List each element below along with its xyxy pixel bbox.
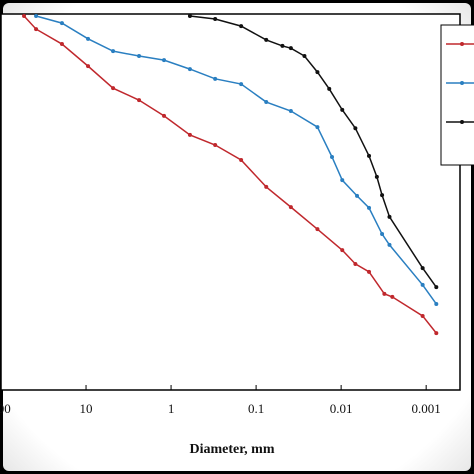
data-point [340,248,345,253]
data-point [22,14,27,18]
data-point [288,108,293,113]
series-line [35,15,437,305]
data-point [380,193,385,198]
legend-marker [460,81,464,85]
x-tick-label: 1 [168,401,175,416]
data-point [387,214,392,219]
data-point [264,184,269,189]
legend-marker [460,120,464,124]
data-point [367,269,372,274]
data-point [264,37,269,42]
data-point [288,205,293,210]
data-point [387,242,392,247]
data-point [59,42,64,47]
data-point [239,24,244,29]
data-point [390,294,395,299]
data-point [239,82,244,87]
legend-marker [460,42,464,46]
x-tick-label: 10 [80,401,93,416]
data-point [213,16,218,21]
data-point [213,76,218,81]
data-point [434,285,439,290]
data-point [187,67,192,72]
data-point [340,178,345,183]
data-point [137,54,142,59]
data-point [34,27,39,32]
plot-area [0,13,461,391]
data-point [315,125,320,130]
data-point [374,174,379,179]
data-point [353,126,358,131]
x-tick-label: 0.01 [330,401,353,416]
data-point [239,157,244,162]
data-point [187,132,192,137]
data-point [353,261,358,266]
data-point [59,21,64,26]
data-point [280,43,285,48]
x-tick-label: 100 [0,401,11,416]
data-point [420,282,425,287]
data-point [420,313,425,318]
data-point [315,227,320,232]
data-point [367,205,372,210]
data-point [302,54,307,59]
data-point [213,143,218,148]
legend-box [440,24,474,166]
data-point [367,153,372,158]
data-point [288,46,293,51]
data-point [382,291,387,296]
data-point [434,301,439,306]
data-point [111,49,116,54]
data-point [315,70,320,75]
data-point [434,331,439,336]
data-point [340,107,345,112]
data-point [34,14,39,18]
data-point [111,86,116,91]
data-point [86,36,91,41]
data-point [327,86,332,91]
data-point [187,14,192,18]
data-point [420,266,425,271]
data-point [264,100,269,105]
data-point [162,113,167,118]
data-point [380,232,385,237]
data-point [355,193,360,198]
data-point [330,154,335,159]
legend [440,24,474,166]
x-tick-label: 0.1 [248,401,264,416]
x-axis-title: Diameter, mm [189,442,274,457]
x-tick-label: 0.001 [412,401,441,416]
data-point [86,64,91,69]
data-point [162,58,167,63]
data-point [137,98,142,103]
series-line [23,15,437,334]
